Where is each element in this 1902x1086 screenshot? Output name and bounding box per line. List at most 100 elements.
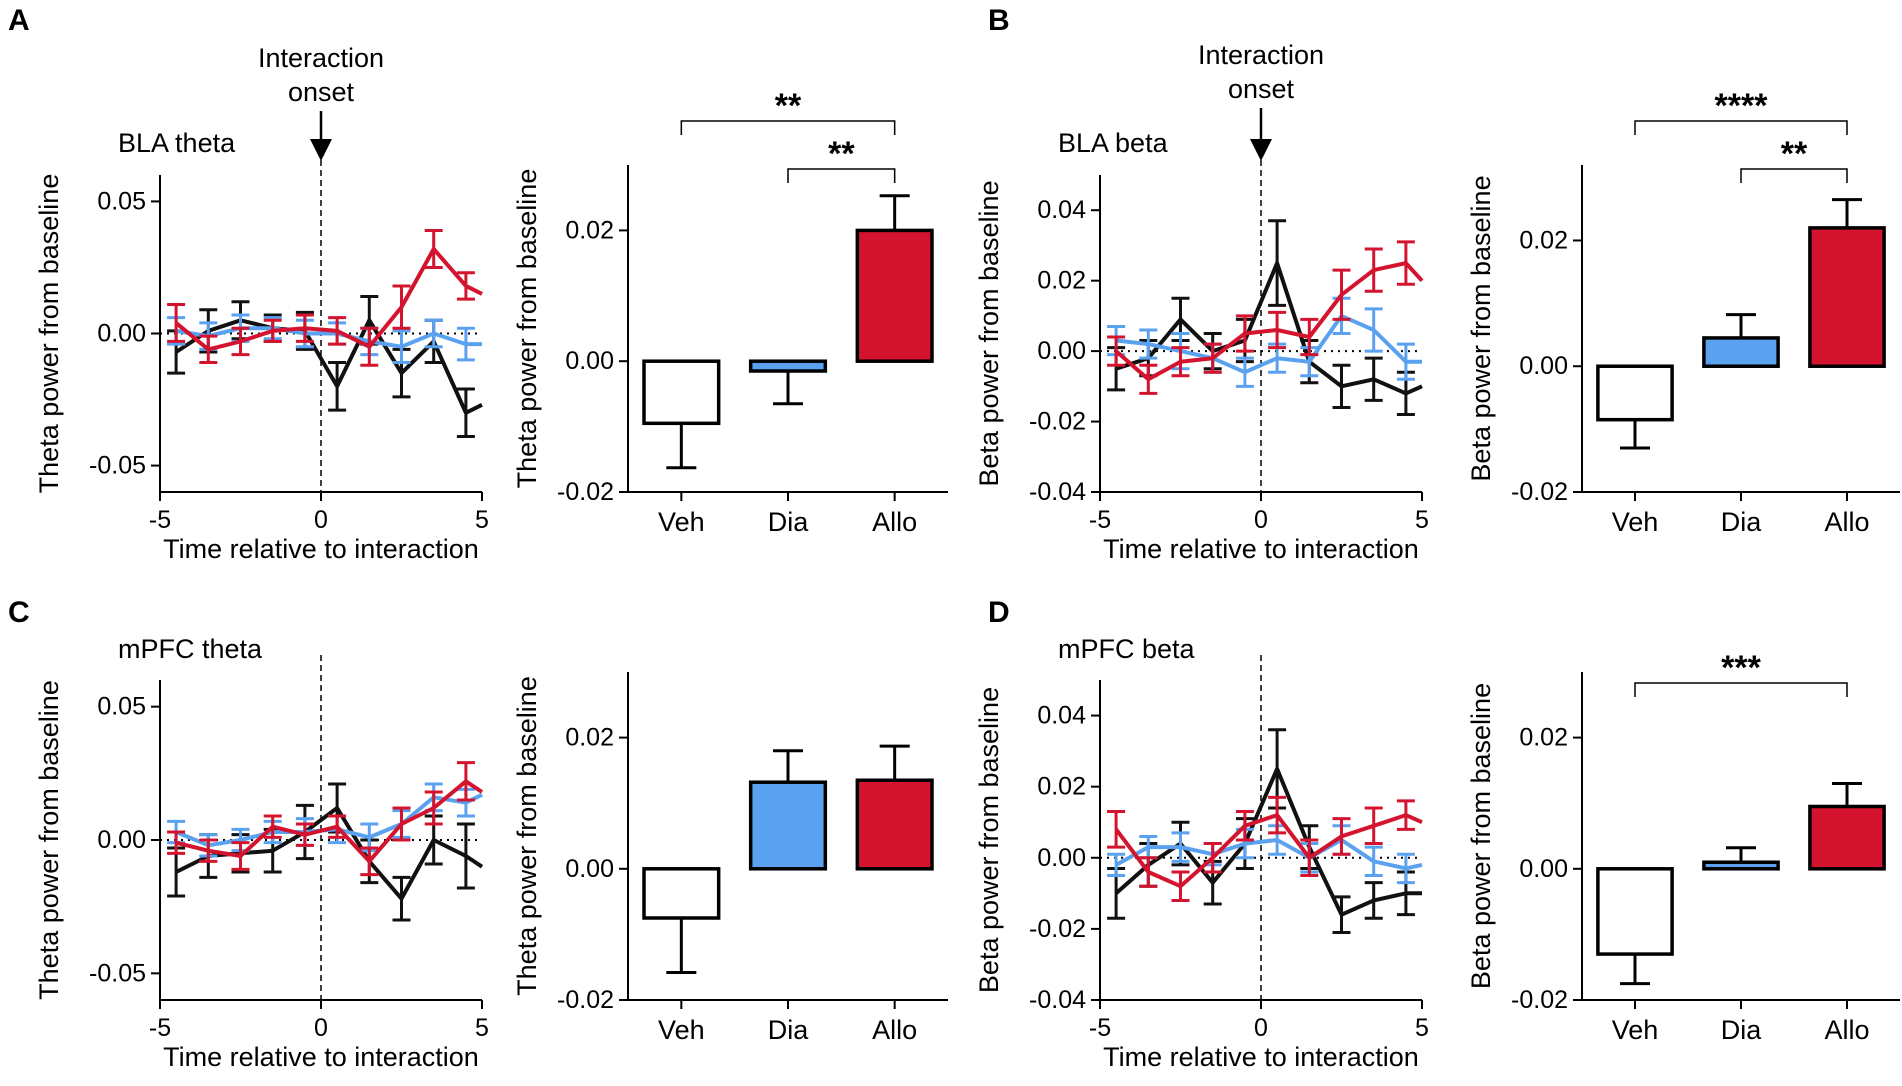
bar-allo [1808, 804, 1886, 871]
x-tick-label: 5 [475, 506, 489, 534]
plot-title: BLA beta [1058, 128, 1169, 158]
y-tick-label: -0.02 [557, 478, 614, 506]
bar-veh [1596, 364, 1674, 422]
y-tick-label: -0.05 [89, 452, 146, 480]
x-axis-label: Time relative to interaction [163, 534, 479, 564]
x-tick-label: Allo [1824, 507, 1869, 537]
x-axis-label: Time relative to interaction [1103, 1042, 1419, 1072]
panel-letter: D [988, 596, 1010, 629]
plot-title: mPFC beta [1058, 634, 1196, 664]
x-tick-label: Veh [658, 507, 705, 537]
series-dia [1107, 296, 1422, 388]
panel-letter: C [8, 596, 30, 629]
bar-allo [855, 228, 934, 363]
onset-label: onset [1228, 74, 1295, 104]
y-tick-label: 0.02 [1519, 724, 1568, 752]
bracket-line [787, 168, 896, 183]
onset-arrow-head [1250, 139, 1272, 161]
significance-stars: ** [828, 135, 855, 173]
series-allo [1107, 240, 1424, 395]
x-tick-label: Allo [1824, 1015, 1869, 1045]
x-tick-label: 0 [314, 1014, 328, 1042]
bar-plot-panel-c: 0.02 0.00 -0.02 Theta power from baseline Ve… [512, 672, 948, 1045]
y-tick-label: -0.02 [1029, 408, 1086, 436]
y-tick-label: 0.02 [1037, 267, 1086, 295]
significance-stars: **** [1715, 87, 1769, 125]
significance-bracket: **** [1634, 87, 1848, 135]
x-tick-label: Dia [1721, 1015, 1762, 1045]
y-axis-label: Theta power from baseline [512, 676, 542, 996]
y-tick-label: -0.02 [1511, 478, 1568, 506]
series-allo [1107, 795, 1423, 902]
x-tick-label: Dia [768, 1015, 809, 1045]
x-tick-label: 0 [1254, 506, 1268, 534]
y-axis-label: Beta power from baseline [974, 180, 1004, 486]
y-tick-label: 0.04 [1037, 702, 1086, 730]
y-tick-label: -0.02 [1511, 986, 1568, 1014]
significance-stars: *** [1721, 649, 1761, 687]
x-tick-label: Veh [1612, 507, 1659, 537]
x-tick-label: Allo [872, 1015, 917, 1045]
y-tick-label: -0.04 [1029, 986, 1086, 1014]
x-tick-label: 5 [475, 1014, 489, 1042]
y-axis-label: Beta power from baseline [974, 687, 1004, 993]
significance-bracket: ** [787, 135, 896, 183]
x-tick-label: -5 [149, 506, 171, 534]
onset-label: onset [288, 77, 355, 107]
bar-plot-panel-b: 0.02 0.00 -0.02 Beta power from baseline Veh… [1466, 87, 1900, 537]
bar-plot-panel-d: 0.02 0.00 -0.02 Beta power from baseline Veh… [1466, 649, 1900, 1045]
bar-dia [1702, 860, 1780, 871]
x-tick-label: 0 [1254, 1014, 1268, 1042]
bar-veh [642, 867, 721, 920]
panel-letter: A [8, 4, 30, 37]
series-veh [167, 295, 483, 439]
x-tick-label: -5 [1089, 506, 1111, 534]
onset-label: Interaction [1198, 40, 1324, 70]
bar-plot-panel-a: 0.02 0.00 -0.02 Theta power from baseline Ve… [512, 87, 948, 537]
x-tick-label: Veh [658, 1015, 705, 1045]
y-tick-label: 0.02 [1519, 226, 1568, 254]
bar-veh [642, 359, 721, 426]
y-tick-label: -0.02 [1029, 915, 1086, 943]
bar-dia [748, 780, 828, 871]
bar-dia [748, 359, 828, 373]
bar-allo [855, 778, 934, 871]
y-tick-label: 0.00 [97, 320, 146, 348]
y-tick-label: -0.05 [89, 959, 146, 987]
x-axis-label: Time relative to interaction [1103, 534, 1419, 564]
y-axis-label: Beta power from baseline [1466, 683, 1496, 989]
significance-bracket: ** [680, 87, 896, 135]
x-tick-label: Dia [768, 507, 809, 537]
x-tick-label: Allo [872, 507, 917, 537]
bar-veh [1596, 867, 1674, 956]
y-axis-label: Theta power from baseline [34, 680, 64, 1000]
plot-title: BLA theta [118, 128, 236, 158]
y-tick-label: 0.00 [565, 347, 614, 375]
x-tick-label: 0 [314, 506, 328, 534]
y-axis-label: Beta power from baseline [1466, 175, 1496, 481]
x-tick-label: 5 [1415, 1014, 1429, 1042]
x-tick-label: -5 [149, 1014, 171, 1042]
y-tick-label: 0.00 [1519, 352, 1568, 380]
bracket-line [1740, 168, 1848, 183]
bracket-line [1634, 120, 1848, 135]
significance-stars: ** [775, 87, 802, 125]
bar-dia [1702, 336, 1780, 368]
y-tick-label: -0.04 [1029, 478, 1086, 506]
onset-label: Interaction [258, 43, 384, 73]
x-tick-label: 5 [1415, 506, 1429, 534]
y-tick-label: 0.05 [97, 693, 146, 721]
plot-title: mPFC theta [118, 634, 263, 664]
y-tick-label: 0.00 [1037, 844, 1086, 872]
y-axis-label: Theta power from baseline [34, 174, 64, 494]
y-tick-label: 0.05 [97, 187, 146, 215]
significance-bracket: *** [1634, 649, 1848, 697]
x-tick-label: Dia [1721, 507, 1762, 537]
panel-letter: B [988, 4, 1010, 37]
y-tick-label: 0.00 [565, 855, 614, 883]
onset-arrow-head [310, 139, 332, 161]
